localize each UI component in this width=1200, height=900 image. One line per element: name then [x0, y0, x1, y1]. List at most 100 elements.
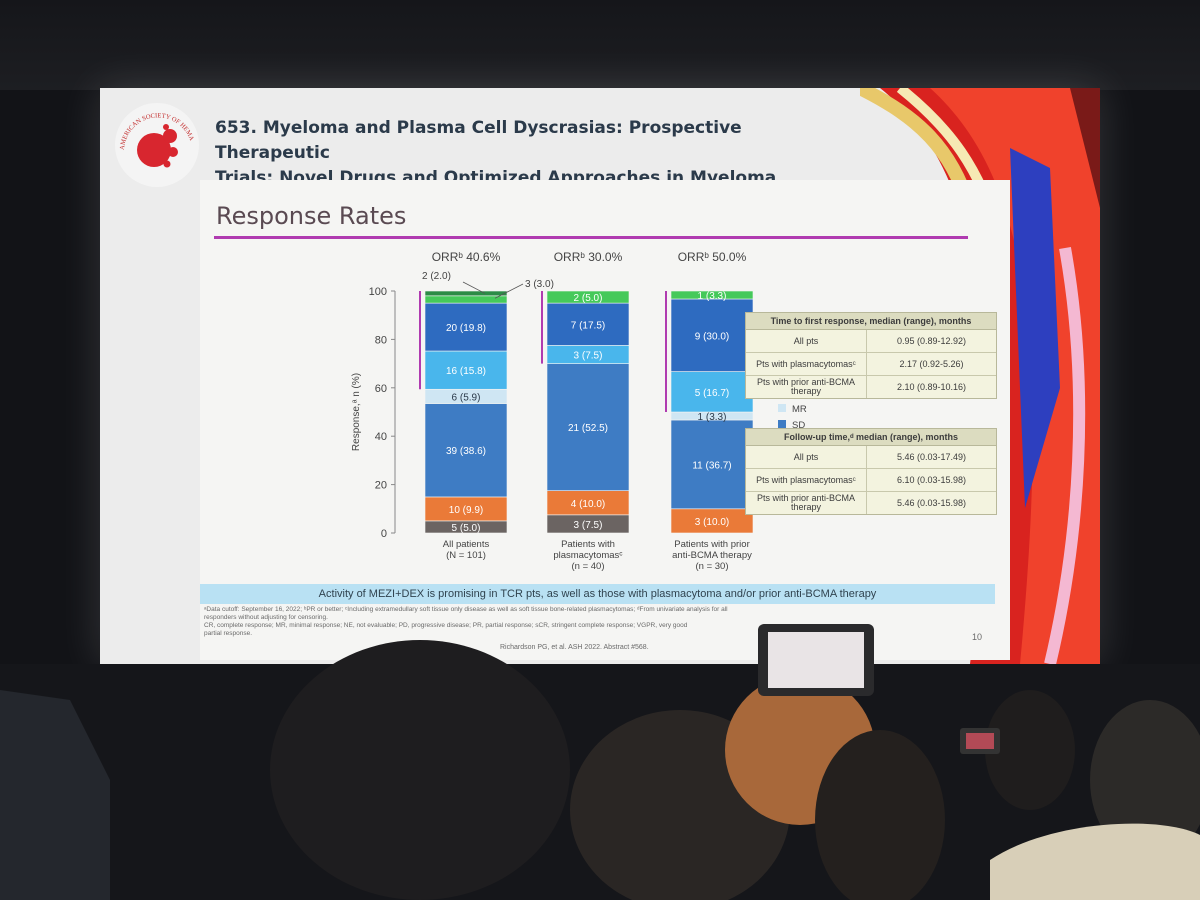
shirt-silhouette	[990, 823, 1200, 900]
row-label: Pts with prior anti-BCMA therapy	[746, 492, 867, 514]
bar-segment-pr	[670, 371, 754, 413]
summary-banner: Activity of MEZI+DEX is promising in TCR…	[200, 584, 995, 604]
bar-segment-vgpr	[424, 302, 508, 352]
table-row: Pts with prior anti-BCMA therapy 2.10 (0.…	[746, 376, 996, 398]
row-label: Pts with prior anti-BCMA therapy	[746, 376, 867, 398]
y-tick-label: 80	[375, 334, 387, 346]
row-label: All pts	[746, 446, 867, 468]
footnote-line: partial response.	[204, 630, 253, 637]
table-row: All pts 5.46 (0.03-17.49)	[746, 446, 996, 469]
legend-label: SD	[792, 420, 805, 431]
category-label: (n = 30)	[695, 561, 728, 572]
table-row: All pts 0.95 (0.89-12.92)	[746, 330, 996, 353]
data-label: 1 (3.3)	[698, 291, 727, 302]
category-label: (N = 101)	[446, 550, 486, 561]
category-label: plasmacytomasᶜ	[553, 550, 623, 561]
row-value: 2.17 (0.92-5.26)	[899, 359, 964, 369]
bar-segment-pd	[670, 508, 754, 534]
callout-label: 2 (2.0)	[422, 271, 451, 282]
category-label: Patients with	[561, 539, 615, 550]
session-title-line1: 653. Myeloma and Plasma Cell Dyscrasias:…	[215, 118, 742, 163]
data-label: 9 (30.0)	[695, 331, 729, 342]
row-label: Pts with plasmacytomasᶜ	[746, 469, 867, 491]
slide-header: AMERICAN SOCIETY OF HEMATOLOGY 653. Myel…	[100, 88, 1100, 188]
data-label: 21 (52.5)	[568, 423, 608, 434]
data-label: 16 (15.8)	[446, 366, 486, 377]
callout-label: 3 (3.0)	[525, 279, 554, 290]
y-tick-label: 20	[375, 480, 387, 492]
person-silhouette	[0, 690, 110, 900]
data-label: 11 (36.7)	[692, 460, 731, 471]
table-row: Pts with plasmacytomasᶜ 2.17 (0.92-5.26)	[746, 353, 996, 376]
tablet-screen	[768, 632, 864, 688]
data-label: 3 (7.5)	[574, 520, 603, 531]
ash-logo: AMERICAN SOCIETY OF HEMATOLOGY	[112, 100, 199, 187]
bar-segment-sd	[424, 403, 508, 498]
y-tick-label: 100	[369, 286, 387, 298]
legend-label: MR	[792, 404, 807, 415]
bar-segment-cr	[546, 290, 630, 304]
category-label: anti-BCMA therapy	[672, 550, 752, 561]
data-label: 39 (38.6)	[446, 446, 486, 457]
category-label: All patients	[443, 539, 490, 550]
row-value: 6.10 (0.03-15.98)	[896, 475, 967, 485]
table-row: Pts with prior anti-BCMA therapy 5.46 (0.…	[746, 492, 996, 514]
footnote-line: ᵃData cutoff: September 16, 2022; ᵇPR or…	[204, 606, 728, 613]
data-label: 10 (9.9)	[449, 505, 483, 516]
category-label: (n = 40)	[571, 561, 604, 572]
content-panel: Response Rates 0 20 40 60 80 100 Response,ᵃ n …	[200, 180, 1010, 660]
head-silhouette	[270, 640, 570, 900]
footnote-line: responders without adjusting for censori…	[204, 614, 328, 621]
bar-segment-sd	[546, 363, 630, 491]
orr-label: ORRᵇ 30.0%	[554, 250, 623, 264]
page-number: 10	[972, 632, 983, 642]
bar-segment-sd	[670, 419, 754, 510]
data-label: 20 (19.8)	[446, 323, 486, 334]
y-tick-label: 0	[381, 528, 387, 540]
head-silhouette	[1090, 700, 1200, 860]
y-tick-label: 40	[375, 431, 387, 443]
row-value: 2.10 (0.89-10.16)	[896, 382, 967, 392]
data-label: 1 (3.3)	[698, 412, 727, 423]
row-value: 5.46 (0.03-15.98)	[896, 498, 967, 508]
slide-title: Response Rates	[216, 202, 407, 230]
phone-screen	[966, 733, 994, 749]
row-label: Pts with plasmacytomasᶜ	[746, 353, 867, 375]
bar-segment-cr	[670, 290, 754, 300]
orr-label: ORRᵇ 40.6%	[432, 250, 501, 264]
room-ceiling	[0, 0, 1200, 90]
row-label: All pts	[746, 330, 867, 352]
head-silhouette	[815, 730, 945, 900]
footnotes: ᵃData cutoff: September 16, 2022; ᵇPR or…	[204, 606, 974, 638]
ttr-table: Time to first response, median (range), …	[745, 312, 997, 399]
data-label: 6 (5.9)	[452, 392, 481, 403]
bar-segment-scr	[424, 290, 508, 297]
data-label: 7 (17.5)	[571, 320, 605, 331]
footnote-line: CR, complete response; MR, minimal respo…	[204, 622, 688, 629]
callout-leader	[494, 283, 524, 299]
bar-segment-pr	[424, 350, 508, 390]
legend-swatch-sd	[778, 420, 786, 428]
response-chart: 0 20 40 60 80 100 Response,ᵃ n (%) 5 (5.0) 10 (9…	[351, 250, 819, 572]
category-label: Patients with prior	[674, 539, 750, 550]
table-row: Pts with plasmacytomasᶜ 6.10 (0.03-15.98)	[746, 469, 996, 492]
orr-label: ORRᵇ 50.0%	[678, 250, 747, 264]
followup-table-header: Follow-up time,ᵈ median (range), months	[746, 429, 996, 446]
followup-table: Follow-up time,ᵈ median (range), months …	[745, 428, 997, 515]
data-label: 4 (10.0)	[571, 499, 605, 510]
bar-segment-vgpr	[670, 298, 754, 372]
head-silhouette	[985, 690, 1075, 810]
y-axis-label: Response,ᵃ n (%)	[351, 373, 362, 451]
citation: Richardson PG, et al. ASH 2022. Abstract…	[500, 644, 649, 651]
data-label: 3 (10.0)	[695, 517, 729, 528]
data-label: 2 (5.0)	[574, 293, 603, 304]
data-label: 5 (5.0)	[452, 523, 481, 534]
projection-screen: AMERICAN SOCIETY OF HEMATOLOGY 653. Myel…	[100, 88, 1100, 664]
ttr-table-header: Time to first response, median (range), …	[746, 313, 996, 330]
data-label: 3 (7.5)	[574, 351, 603, 362]
row-value: 0.95 (0.89-12.92)	[896, 336, 967, 346]
bar-segment-vgpr	[546, 302, 630, 346]
callout-leader	[462, 281, 486, 294]
row-value: 5.46 (0.03-17.49)	[896, 452, 967, 462]
